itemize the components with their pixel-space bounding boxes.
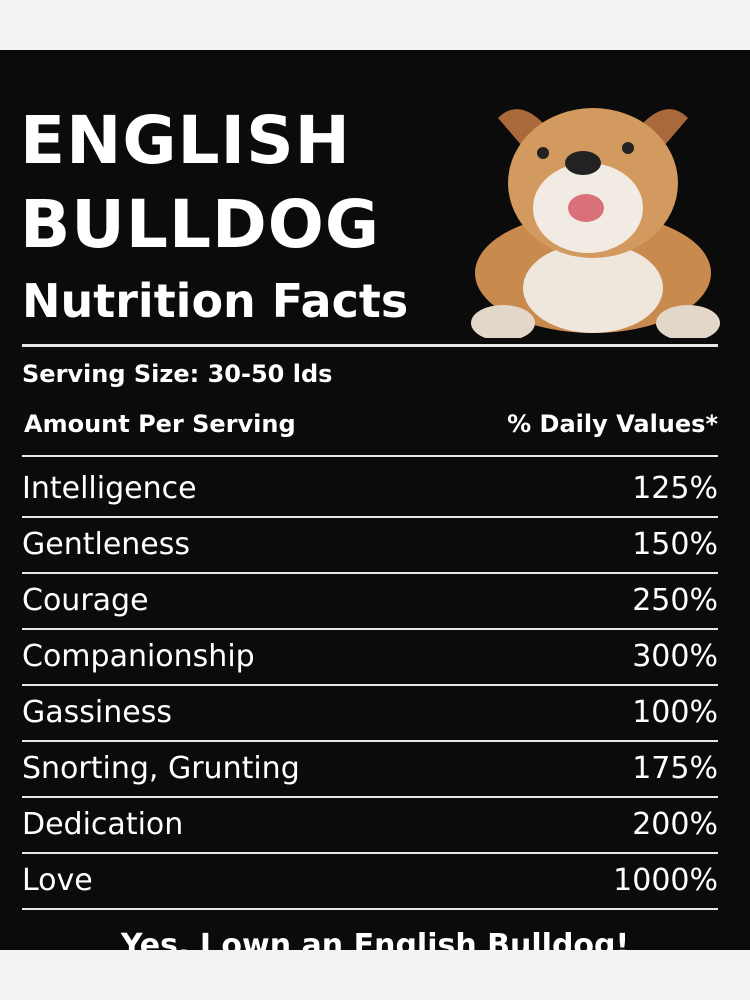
rule [22, 516, 718, 518]
nutrient-value: 250% [632, 583, 718, 618]
nutrient-name: Love [22, 863, 93, 898]
subtitle: Nutrition Facts [22, 274, 409, 328]
nutrient-row: Gassiness 100% [22, 685, 718, 741]
nutrient-value: 100% [632, 695, 718, 730]
nutrient-name: Intelligence [22, 471, 197, 506]
rule [22, 344, 718, 347]
nutrient-value: 300% [632, 639, 718, 674]
rule [22, 908, 718, 910]
nutrient-row: Companionship 300% [22, 629, 718, 685]
rule [22, 852, 718, 854]
nutrient-row: Courage 250% [22, 573, 718, 629]
serving-size: Serving Size: 30-50 lds [22, 360, 333, 388]
nutrient-value: 150% [632, 527, 718, 562]
nutrient-row: Dedication 200% [22, 797, 718, 853]
nutrient-value: 200% [632, 807, 718, 842]
title-line: ENGLISH [20, 102, 351, 179]
nutrient-row: Snorting, Grunting 175% [22, 741, 718, 797]
nutrient-name: Snorting, Grunting [22, 751, 300, 786]
column-header: Amount Per Serving [24, 410, 296, 438]
rule [22, 684, 718, 686]
rule [22, 572, 718, 574]
nutrient-name: Gassiness [22, 695, 172, 730]
nutrient-name: Companionship [22, 639, 255, 674]
nutrient-value: 125% [632, 471, 718, 506]
bottom-band [0, 950, 750, 1000]
nutrient-row: Love 1000% [22, 853, 718, 909]
nutrient-row: Gentleness 150% [22, 517, 718, 573]
nutrient-name: Courage [22, 583, 149, 618]
nutrient-value: 175% [632, 751, 718, 786]
rule [22, 455, 718, 457]
column-header: % Daily Values* [507, 410, 718, 438]
nutrient-row: Intelligence 125% [22, 461, 718, 517]
rule [22, 740, 718, 742]
rule [22, 796, 718, 798]
nutrient-name: Gentleness [22, 527, 191, 562]
bulldog-image [471, 108, 720, 338]
title-line: BULLDOG [20, 186, 381, 263]
footer: Yes, I own an English Bulldog! [120, 928, 630, 950]
poster: ENGLISH BULLDOG Nutrition Facts Serving … [0, 50, 750, 950]
nutrient-value: 1000% [613, 863, 718, 898]
nutrient-name: Dedication [22, 807, 184, 842]
rule [22, 628, 718, 630]
